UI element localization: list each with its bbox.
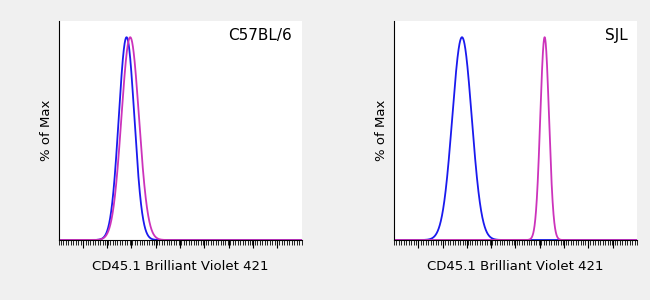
Text: SJL: SJL xyxy=(604,28,627,43)
Y-axis label: % of Max: % of Max xyxy=(40,100,53,161)
X-axis label: CD45.1 Brilliant Violet 421: CD45.1 Brilliant Violet 421 xyxy=(427,260,604,273)
Y-axis label: % of Max: % of Max xyxy=(376,100,389,161)
Text: C57BL/6: C57BL/6 xyxy=(228,28,292,43)
X-axis label: CD45.1 Brilliant Violet 421: CD45.1 Brilliant Violet 421 xyxy=(92,260,268,273)
